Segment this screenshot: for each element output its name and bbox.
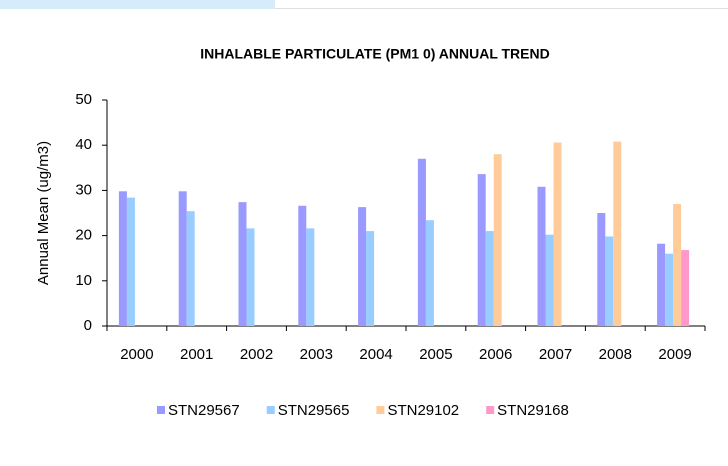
bar [178, 191, 187, 326]
x-tick-label: 2004 [359, 346, 392, 363]
bar [485, 231, 494, 326]
bar [298, 205, 307, 326]
bar [605, 236, 614, 326]
y-tick-label: 0 [84, 317, 92, 334]
y-tick-label: 40 [75, 136, 92, 153]
y-axis-label: Annual Mean (ug/m3) [35, 141, 52, 285]
x-tick-label: 2000 [120, 346, 153, 363]
bar [681, 250, 690, 326]
bar [186, 211, 195, 326]
bar [493, 154, 502, 326]
legend-label: STN29168 [497, 402, 569, 419]
legend-label: STN29567 [168, 402, 240, 419]
y-tick-label: 10 [75, 272, 92, 289]
bar [126, 197, 135, 326]
bar [613, 141, 622, 326]
legend-swatch [157, 406, 165, 414]
legend-swatch [376, 406, 385, 414]
bar [537, 186, 546, 326]
bar [545, 234, 554, 326]
bar [306, 228, 315, 326]
legend-label: STN29102 [387, 402, 459, 419]
y-tick-label: 30 [75, 181, 92, 198]
x-tick-label: 2006 [479, 346, 512, 363]
bar [477, 174, 486, 326]
bar [597, 213, 606, 326]
bar [657, 243, 666, 326]
bar [118, 191, 127, 326]
bar [358, 207, 367, 326]
bar [246, 228, 255, 326]
x-tick-label: 2008 [599, 346, 632, 363]
y-tick-label: 50 [75, 91, 92, 108]
bar [366, 231, 375, 326]
bar [665, 253, 674, 326]
bar [673, 203, 682, 326]
bar [553, 142, 562, 326]
legend-label: STN29565 [278, 402, 350, 419]
chart-title: INHALABLE PARTICULATE (PM1 0) ANNUAL TRE… [200, 46, 549, 62]
bar [417, 158, 426, 326]
tab [0, 0, 275, 9]
x-tick-label: 2003 [300, 346, 333, 363]
legend-swatch [266, 406, 275, 414]
x-tick-label: 2007 [539, 346, 572, 363]
x-tick-label: 2001 [180, 346, 213, 363]
legend-swatch [486, 406, 495, 414]
bar [425, 220, 434, 326]
bar [238, 202, 247, 326]
x-tick-label: 2002 [240, 346, 273, 363]
y-tick-label: 20 [75, 227, 92, 244]
x-tick-label: 2005 [419, 346, 452, 363]
x-tick-label: 2009 [658, 346, 691, 363]
